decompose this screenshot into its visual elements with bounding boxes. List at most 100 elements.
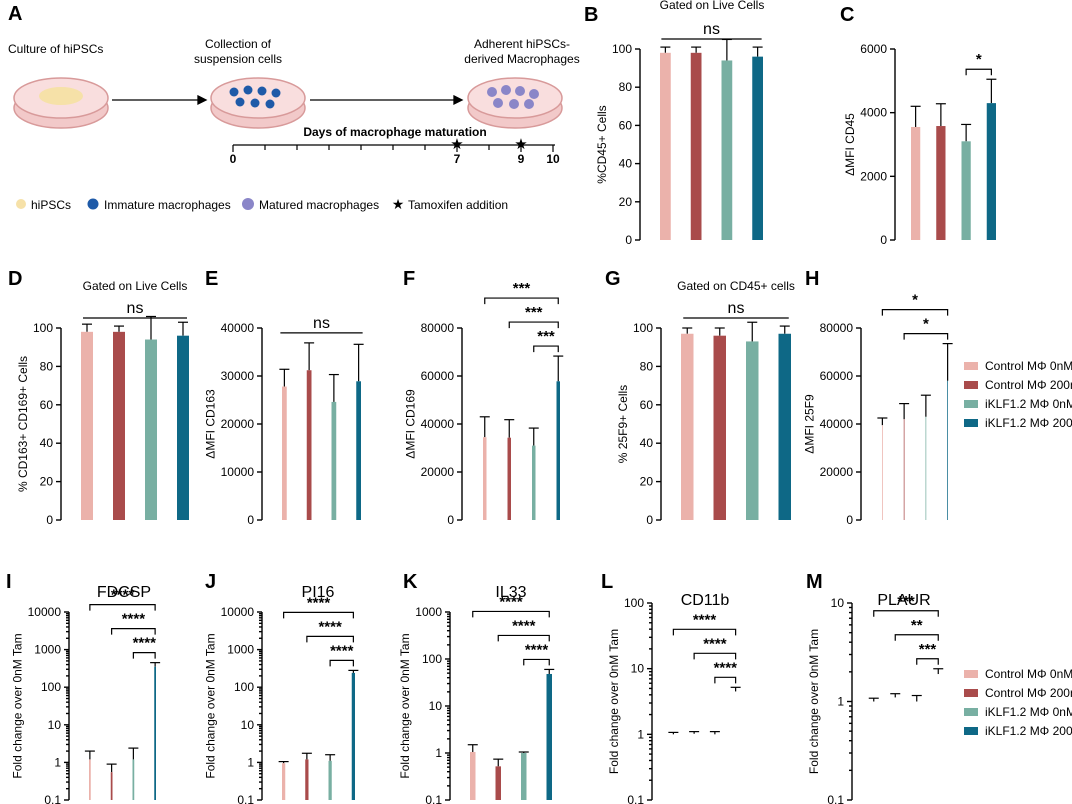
y-tick-label-k: 1000 — [415, 605, 442, 619]
y-tick-label-j: 10 — [241, 718, 255, 732]
legend-swatch-iklf-0nm — [964, 400, 978, 408]
y-tick-label-m: 10 — [831, 596, 845, 610]
y-tick-label-l: 0.1 — [627, 793, 644, 804]
y-tick-label-l: 10 — [631, 662, 645, 676]
sig-label-c: * — [976, 51, 982, 68]
y-tick-label-h: 0 — [846, 513, 853, 527]
legend-immature: Immature macrophages — [104, 198, 231, 212]
step-collection-label-2: suspension cells — [194, 52, 282, 66]
immature-macrophage-icon — [87, 198, 99, 210]
bar-e-2 — [331, 401, 337, 520]
y-tick-label-j: 10000 — [221, 605, 255, 619]
sig-bracket-c — [965, 68, 992, 76]
y-tick-label-b: 100 — [612, 42, 632, 56]
bar-i-3 — [154, 666, 156, 800]
y-tick-label-g: 0 — [646, 513, 653, 527]
panel-label-e: E — [205, 268, 218, 290]
bar-j-2 — [328, 760, 332, 800]
bar-f-3 — [556, 381, 560, 520]
sig-label-f: *** — [525, 304, 543, 321]
sig-bracket-f — [508, 321, 559, 329]
y-axis-label-i: Fold change over 0nM Tam — [11, 633, 25, 778]
bar-e-1 — [306, 370, 312, 520]
legend-control-200nm: Control MΦ 200nM — [985, 378, 1072, 392]
sig-label-l: **** — [714, 659, 738, 676]
y-tick-label-e: 30000 — [221, 369, 255, 383]
y-axis-label-m: Fold change over 0nM Tam — [807, 629, 821, 774]
bar-h-0 — [882, 425, 883, 520]
y-tick-label-h: 60000 — [820, 369, 854, 383]
y-tick-label-d: 60 — [40, 398, 54, 412]
y-axis-label-e: ΔMFI CD163 — [204, 389, 218, 459]
legend-hipsc: hiPSCs — [31, 198, 71, 212]
legend2-swatch-iklf-200nm — [964, 727, 978, 735]
sig-label-h: * — [912, 292, 918, 309]
tamoxifen-day7-icon: ★ — [450, 136, 463, 153]
sig-label-j: **** — [330, 642, 354, 659]
sig-bracket-j — [329, 659, 354, 667]
panel-label-l: L — [601, 571, 613, 593]
sig-bracket-l — [672, 628, 737, 636]
y-tick-label-k: 1 — [435, 746, 442, 760]
panel-label-j: J — [205, 571, 216, 593]
sig-label-i: **** — [111, 587, 135, 604]
sig-label-k: **** — [525, 641, 549, 658]
hipsc-icon — [16, 199, 26, 209]
y-tick-label-i: 10000 — [28, 605, 62, 619]
y-tick-label-m: 0.1 — [827, 793, 844, 804]
legend2-iklf-0nm: iKLF1.2 MΦ 0nM — [985, 705, 1072, 719]
step-collection-label-1: Collection of — [205, 37, 272, 51]
panel-label-i: I — [6, 571, 12, 593]
y-axis-label-f: ΔMFI CD169 — [404, 389, 418, 459]
chart-l: L CD11b 0.1 1 10 100 Fold change over 0nM Tam *… — [601, 571, 741, 804]
sig-label-m: ** — [911, 617, 923, 634]
sig-bracket-l — [714, 676, 737, 684]
chart-e: E 0 10000 20000 30000 40000 ΔMFI CD163 ns — [204, 268, 364, 527]
y-tick-label-e: 0 — [247, 513, 254, 527]
y-tick-label-e: 20000 — [221, 417, 255, 431]
chart-title-b: Gated on Live Cells — [660, 0, 765, 12]
bar-g-2 — [746, 341, 759, 520]
panel-label-g: G — [605, 268, 621, 290]
y-axis-label-d: % CD163+ CD169+ Cells — [16, 356, 30, 492]
y-tick-label-j: 1 — [247, 755, 254, 769]
sig-label-e: ns — [313, 315, 330, 332]
legend-iklf-0nm: iKLF1.2 MΦ 0nM — [985, 397, 1072, 411]
bar-j-1 — [305, 759, 309, 800]
y-tick-label-l: 100 — [624, 596, 644, 610]
legend-swatch-control-200nm — [964, 381, 978, 389]
bar-g-0 — [681, 333, 694, 520]
petri-dish-suspension-icon — [210, 77, 306, 129]
sig-label-j: **** — [307, 594, 331, 611]
y-tick-label-k: 10 — [429, 699, 443, 713]
y-tick-label-h: 80000 — [820, 321, 854, 335]
step-adherent-label-2: derived Macrophages — [464, 52, 579, 66]
y-tick-label-e: 10000 — [221, 465, 255, 479]
y-tick-label-m: 1 — [837, 695, 844, 709]
legend2-control-0nm: Control MΦ 0nM — [985, 667, 1072, 681]
petri-dish-hipsc-icon — [13, 77, 109, 129]
bar-j-0 — [282, 763, 286, 800]
sig-bracket-m — [916, 658, 939, 665]
sig-label-h: * — [923, 316, 929, 333]
timeline-axis — [232, 144, 555, 152]
chart-title-j: PI16 — [302, 584, 335, 601]
y-axis-label-j: Fold change over 0nM Tam — [204, 633, 218, 778]
sig-label-b: ns — [703, 21, 720, 38]
bar-h-1 — [903, 419, 905, 520]
sig-bracket-h — [881, 309, 949, 316]
timeline-title: Days of macrophage maturation — [303, 125, 486, 139]
panel-a-legend: hiPSCs Immature macrophages Matured macr… — [16, 196, 508, 212]
legend2-swatch-control-0nm — [964, 670, 978, 678]
legend-swatch-iklf-200nm — [964, 419, 978, 427]
bar-k-2 — [521, 753, 527, 800]
tamoxifen-star-icon: ★ — [392, 196, 405, 212]
bar-d-3 — [177, 335, 189, 520]
chart-c: C 0 2000 4000 6000 ΔMFI CD45 * — [840, 4, 997, 247]
y-tick-label-k: 100 — [422, 652, 442, 666]
y-tick-label-c: 4000 — [860, 106, 887, 120]
sig-label-l: **** — [703, 635, 727, 652]
bar-i-1 — [110, 772, 113, 800]
